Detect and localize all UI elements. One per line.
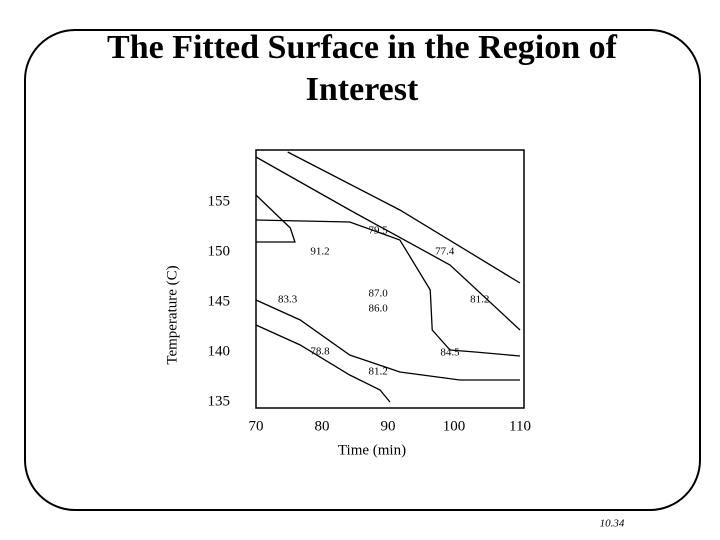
contour-label: 84.5 — [440, 347, 460, 359]
slide-frame — [24, 29, 701, 511]
y-axis-label: Temperature (C) — [164, 265, 180, 364]
contour-label: 77.4 — [435, 246, 455, 258]
y-tick-label: 145 — [208, 293, 231, 309]
contour-label: 87.0 — [368, 288, 388, 300]
x-axis-label: Time (min) — [338, 442, 406, 458]
y-tick-label: 155 — [208, 193, 231, 209]
contour-label: 78.8 — [310, 346, 330, 358]
contour-line — [255, 219, 521, 357]
chart-title: The Fitted Surface in the Region of — [107, 29, 618, 66]
x-tick-label: 80 — [315, 418, 330, 434]
contour-label: 83.3 — [278, 294, 298, 306]
chart-title: Interest — [306, 71, 419, 108]
x-tick-label: 90 — [381, 418, 396, 434]
y-tick-label: 135 — [208, 393, 231, 409]
contour-label: 81.2 — [368, 366, 387, 378]
x-tick-label: 70 — [249, 418, 264, 434]
contour-line — [287, 151, 521, 284]
contour-line — [255, 299, 520, 381]
contour-label: 81.2 — [470, 294, 489, 306]
contour-line — [255, 324, 391, 403]
y-tick-label: 140 — [208, 343, 231, 359]
contour-label: 79.5 — [368, 225, 388, 237]
y-tick-label: 150 — [208, 243, 231, 259]
contour-line — [255, 194, 296, 243]
plot-frame — [255, 149, 525, 409]
x-tick-label: 110 — [509, 418, 531, 434]
contour-label: 86.0 — [368, 303, 388, 315]
x-tick-label: 100 — [443, 418, 466, 434]
contour-line — [255, 156, 521, 331]
page-number: 10.34 — [600, 518, 625, 530]
contour-label: 91.2 — [310, 246, 329, 258]
